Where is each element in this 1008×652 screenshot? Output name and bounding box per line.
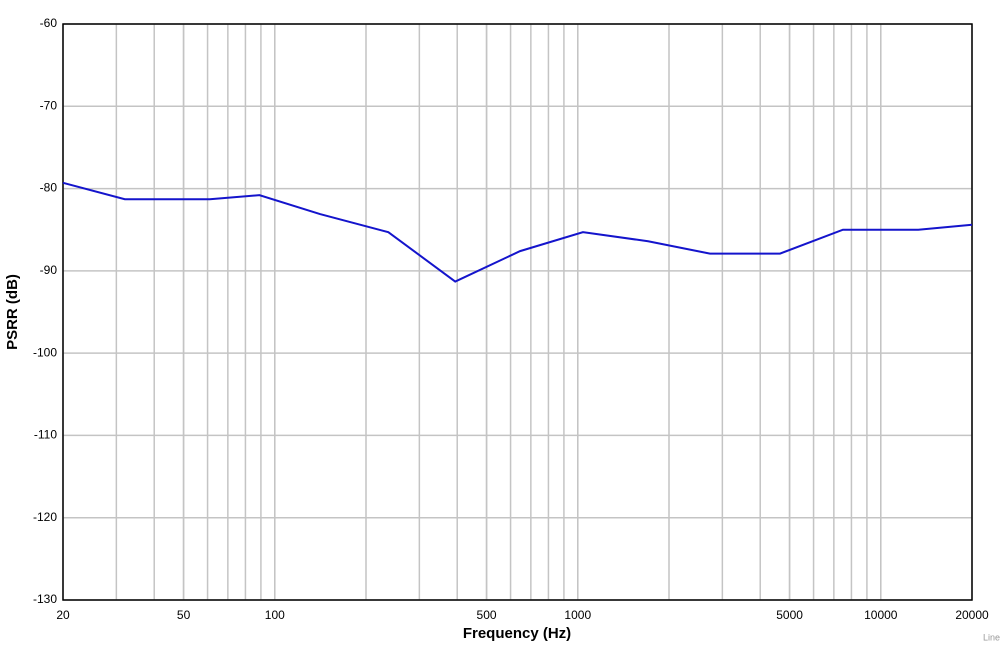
x-tick-label: 20 (56, 608, 70, 622)
plot-frame (62, 23, 973, 601)
y-tick-label: -60 (40, 16, 58, 30)
x-tick-label: 500 (477, 608, 497, 622)
y-tick-label: -70 (40, 98, 58, 112)
data-line (62, 181, 973, 283)
y-tick-label: -120 (33, 510, 57, 524)
y-tick-label: -100 (33, 345, 57, 359)
y-tick-label: -80 (40, 181, 58, 195)
x-tick-label: 50 (177, 608, 191, 622)
y-tick-label: -130 (33, 592, 57, 606)
x-tick-label: 10000 (864, 608, 898, 622)
x-tick-label: 20000 (955, 608, 989, 622)
x-axis-title: Frequency (Hz) (463, 625, 571, 642)
watermark: Line (983, 632, 1000, 642)
y-axis-title: PSRR (dB) (4, 274, 21, 350)
y-tick-label: -90 (40, 263, 58, 277)
x-tick-label: 100 (265, 608, 285, 622)
y-tick-label: -110 (34, 428, 57, 442)
x-tick-label: 5000 (776, 608, 803, 622)
x-tick-label: 1000 (564, 608, 591, 622)
